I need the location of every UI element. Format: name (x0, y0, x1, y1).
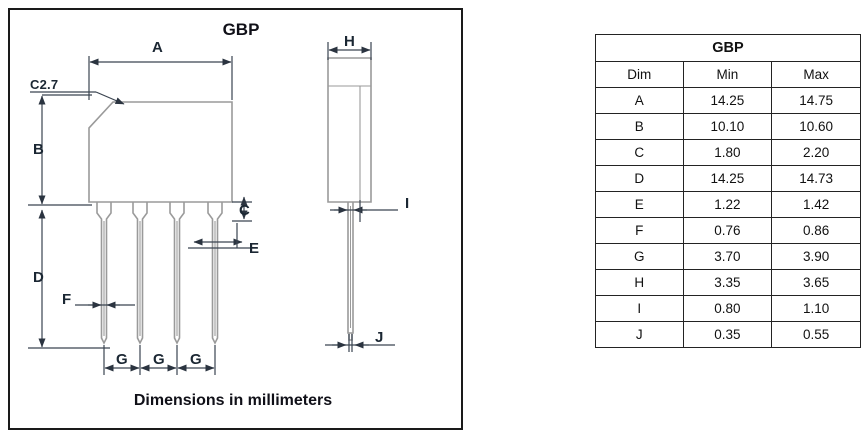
cell-dim: E (595, 191, 684, 218)
cell-max: 0.55 (771, 321, 861, 348)
cell-min: 1.22 (682, 191, 773, 218)
cell-dim: F (595, 217, 684, 244)
table-row: A 14.25 14.75 (595, 87, 861, 114)
dim-label-h: H (344, 33, 356, 50)
chamfer-label: C2.7 (30, 77, 59, 92)
package-title: GBP (222, 20, 260, 39)
table-title-row: GBP (595, 34, 861, 62)
cell-min: 3.70 (682, 243, 773, 270)
cell-max: 14.75 (771, 87, 861, 114)
table-title: GBP (595, 34, 861, 62)
dim-label-a: A (152, 39, 164, 56)
table-row: H 3.35 3.65 (595, 269, 861, 296)
cell-dim: D (595, 165, 684, 192)
dim-label-g-2: G (153, 351, 165, 368)
cell-dim: A (595, 87, 684, 114)
cell-min: 0.35 (682, 321, 773, 348)
cell-max: 2.20 (771, 139, 861, 166)
dimension-table: GBP Dim Min Max A 14.25 14.75 B 10.10 10.60 C 1… (595, 34, 861, 348)
table-header-row: Dim Min Max (595, 61, 861, 88)
cell-dim: H (595, 269, 684, 296)
cell-dim: G (595, 243, 684, 270)
cell-max: 3.90 (771, 243, 861, 270)
dim-label-d: D (33, 269, 45, 286)
table-body: A 14.25 14.75 B 10.10 10.60 C 1.80 2.20 D 14.25 14.… (595, 87, 861, 348)
cell-dim: I (595, 295, 684, 322)
table-row: E 1.22 1.42 (595, 191, 861, 218)
cell-max: 14.73 (771, 165, 861, 192)
table-row: B 10.10 10.60 (595, 113, 861, 140)
dim-label-j: J (375, 329, 384, 346)
cell-min: 1.80 (682, 139, 773, 166)
cell-min: 0.80 (682, 295, 773, 322)
cell-min: 3.35 (682, 269, 773, 296)
header-max: Max (771, 61, 861, 88)
cell-dim: C (595, 139, 684, 166)
table-row: F 0.76 0.86 (595, 217, 861, 244)
cell-max: 3.65 (771, 269, 861, 296)
cell-min: 0.76 (682, 217, 773, 244)
table-row: J 0.35 0.55 (595, 321, 861, 348)
dim-label-g-3: G (190, 351, 202, 368)
dim-label-f: F (62, 291, 72, 308)
cell-dim: B (595, 113, 684, 140)
table-row: G 3.70 3.90 (595, 243, 861, 270)
dim-label-i: I (405, 195, 410, 212)
header-dim: Dim (595, 61, 684, 88)
dim-label-b: B (33, 141, 45, 158)
table-row: D 14.25 14.73 (595, 165, 861, 192)
dim-label-c: C (239, 202, 251, 219)
cell-max: 0.86 (771, 217, 861, 244)
cell-min: 14.25 (682, 165, 773, 192)
cell-min: 10.10 (682, 113, 773, 140)
table-row: I 0.80 1.10 (595, 295, 861, 322)
cell-dim: J (595, 321, 684, 348)
dim-label-g-1: G (116, 351, 128, 368)
drawing-caption: Dimensions in millimeters (133, 392, 333, 409)
table-row: C 1.80 2.20 (595, 139, 861, 166)
cell-max: 1.42 (771, 191, 861, 218)
dim-label-e: E (249, 240, 260, 257)
cell-min: 14.25 (682, 87, 773, 114)
header-min: Min (682, 61, 773, 88)
cell-max: 10.60 (771, 113, 861, 140)
cell-max: 1.10 (771, 295, 861, 322)
drawing-panel (8, 8, 463, 430)
